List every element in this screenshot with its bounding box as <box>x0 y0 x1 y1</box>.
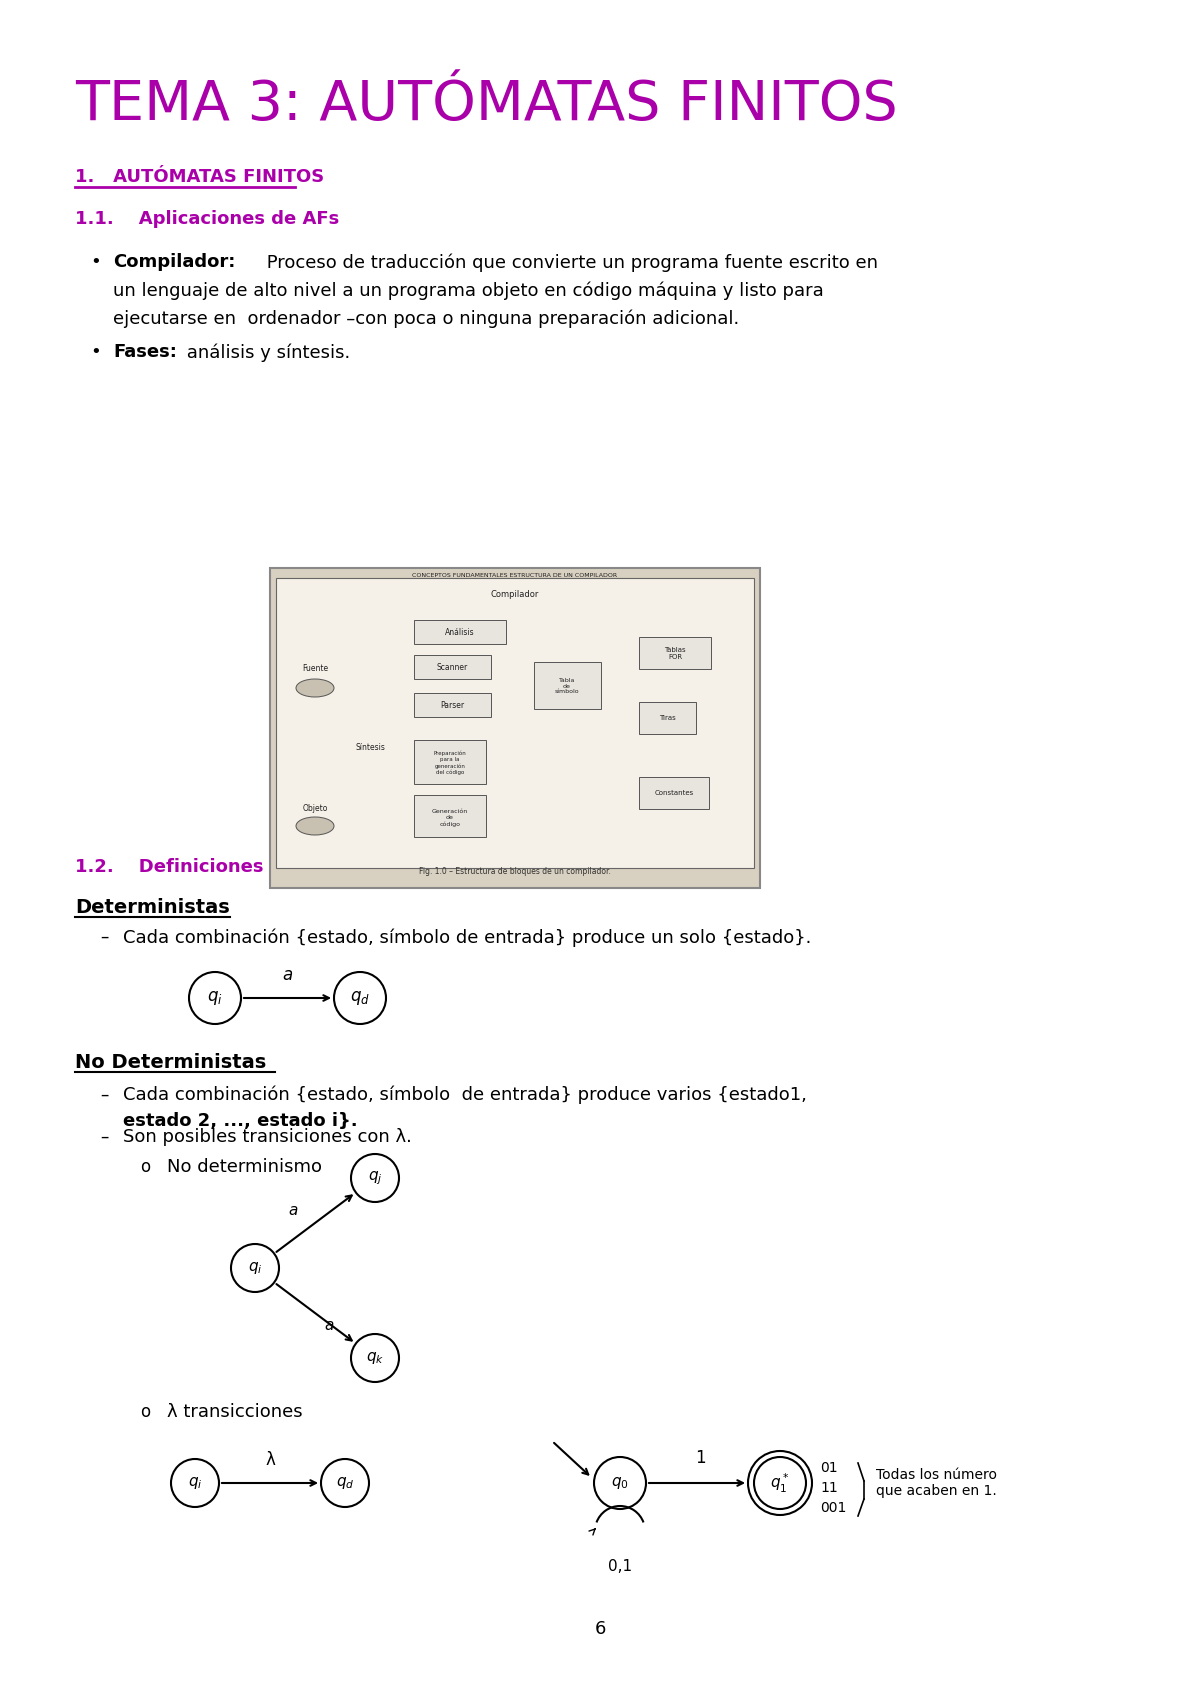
Text: CONCEPTOS FUNDAMENTALES ESTRUCTURA DE UN COMPILADOR: CONCEPTOS FUNDAMENTALES ESTRUCTURA DE UN… <box>413 572 618 577</box>
Text: Todas los número
que acaben en 1.: Todas los número que acaben en 1. <box>876 1467 997 1498</box>
Text: 001: 001 <box>820 1501 846 1515</box>
FancyBboxPatch shape <box>414 740 486 784</box>
Text: 1: 1 <box>695 1448 706 1467</box>
FancyBboxPatch shape <box>640 637 710 669</box>
Text: 11: 11 <box>820 1481 838 1494</box>
Text: ejecutarse en  ordenador –con poca o ninguna preparación adicional.: ejecutarse en ordenador –con poca o ning… <box>113 309 739 328</box>
Text: Son posibles transiciones con λ.: Son posibles transiciones con λ. <box>124 1127 412 1146</box>
Circle shape <box>754 1457 806 1510</box>
FancyBboxPatch shape <box>270 569 760 888</box>
FancyBboxPatch shape <box>640 778 709 808</box>
Text: $q_i$: $q_i$ <box>247 1260 263 1275</box>
Text: a: a <box>324 1318 334 1333</box>
Text: 01: 01 <box>820 1460 838 1476</box>
Text: Tabla
de
símbolo: Tabla de símbolo <box>554 678 580 694</box>
Circle shape <box>352 1155 398 1202</box>
Text: o: o <box>140 1403 150 1421</box>
Text: Fases:: Fases: <box>113 343 176 362</box>
FancyBboxPatch shape <box>414 795 486 837</box>
Circle shape <box>190 971 241 1024</box>
Text: $q_i$: $q_i$ <box>187 1476 203 1491</box>
Text: –: – <box>100 1087 108 1104</box>
FancyBboxPatch shape <box>534 662 601 710</box>
Text: o: o <box>140 1158 150 1177</box>
Text: 1.1.    Aplicaciones de AFs: 1.1. Aplicaciones de AFs <box>74 211 340 228</box>
Text: No determinismo: No determinismo <box>167 1158 322 1177</box>
Text: Tablas
FOR: Tablas FOR <box>664 647 686 659</box>
Circle shape <box>322 1459 370 1508</box>
Text: Fig. 1.0 – Estructura de bloques de un compilador.: Fig. 1.0 – Estructura de bloques de un c… <box>419 868 611 876</box>
Ellipse shape <box>296 817 334 835</box>
Ellipse shape <box>296 679 334 696</box>
Text: Generación
de
código: Generación de código <box>432 810 468 827</box>
Text: Tiras: Tiras <box>659 715 676 722</box>
Text: $q_k$: $q_k$ <box>366 1350 384 1365</box>
Text: –: – <box>100 929 108 946</box>
Text: Preparación
para la
generación
del código: Preparación para la generación del códig… <box>433 751 467 774</box>
Text: TEMA 3: AUTÓMATAS FINITOS: TEMA 3: AUTÓMATAS FINITOS <box>74 78 898 132</box>
Text: λ: λ <box>265 1452 275 1469</box>
Text: Proceso de traducción que convierte un programa fuente escrito en: Proceso de traducción que convierte un p… <box>262 253 878 272</box>
Text: Scanner: Scanner <box>437 662 468 671</box>
Text: Compilador:: Compilador: <box>113 253 235 272</box>
Text: $q_i$: $q_i$ <box>208 988 223 1007</box>
Text: 0,1: 0,1 <box>608 1559 632 1574</box>
Text: Análisis: Análisis <box>445 628 475 637</box>
Text: Fuente: Fuente <box>302 664 328 672</box>
FancyBboxPatch shape <box>414 655 491 679</box>
Text: $q_1^*$: $q_1^*$ <box>770 1472 790 1494</box>
Text: Cada combinación {estado, símbolo de entrada} produce un solo {estado}.: Cada combinación {estado, símbolo de ent… <box>124 929 811 946</box>
FancyBboxPatch shape <box>414 693 491 717</box>
FancyBboxPatch shape <box>640 701 696 734</box>
Text: 1.2.    Definiciones: 1.2. Definiciones <box>74 857 264 876</box>
Circle shape <box>352 1335 398 1382</box>
Text: $q_d$: $q_d$ <box>350 988 370 1007</box>
Text: un lenguaje de alto nivel a un programa objeto en código máquina y listo para: un lenguaje de alto nivel a un programa … <box>113 280 823 299</box>
Text: No Deterministas: No Deterministas <box>74 1053 266 1071</box>
Text: Síntesis: Síntesis <box>355 744 385 752</box>
Text: 6: 6 <box>594 1620 606 1639</box>
Text: Constantes: Constantes <box>654 790 694 796</box>
Circle shape <box>334 971 386 1024</box>
Text: a: a <box>282 966 293 985</box>
Text: $q_j$: $q_j$ <box>367 1170 383 1187</box>
Text: –: – <box>100 1127 108 1146</box>
Text: Compilador: Compilador <box>491 589 539 599</box>
Text: $q_d$: $q_d$ <box>336 1476 354 1491</box>
Text: estado 2, ..., estado i}.: estado 2, ..., estado i}. <box>124 1112 358 1129</box>
Text: Objeto: Objeto <box>302 803 328 813</box>
Circle shape <box>172 1459 220 1508</box>
Text: Deterministas: Deterministas <box>74 898 229 917</box>
Circle shape <box>594 1457 646 1510</box>
Text: •: • <box>90 253 101 272</box>
Text: 1.   AUTÓMATAS FINITOS: 1. AUTÓMATAS FINITOS <box>74 168 324 187</box>
Circle shape <box>748 1452 812 1515</box>
Text: Cada combinación {estado, símbolo  de entrada} produce varios {estado1,: Cada combinación {estado, símbolo de ent… <box>124 1087 806 1104</box>
FancyBboxPatch shape <box>414 620 506 644</box>
Text: λ transicciones: λ transicciones <box>167 1403 302 1421</box>
Circle shape <box>230 1245 278 1292</box>
FancyBboxPatch shape <box>276 577 754 868</box>
Text: análisis y síntesis.: análisis y síntesis. <box>181 343 350 362</box>
Text: •: • <box>90 343 101 362</box>
Text: a: a <box>288 1202 298 1217</box>
Text: Parser: Parser <box>440 701 464 710</box>
Text: $q_0$: $q_0$ <box>611 1476 629 1491</box>
